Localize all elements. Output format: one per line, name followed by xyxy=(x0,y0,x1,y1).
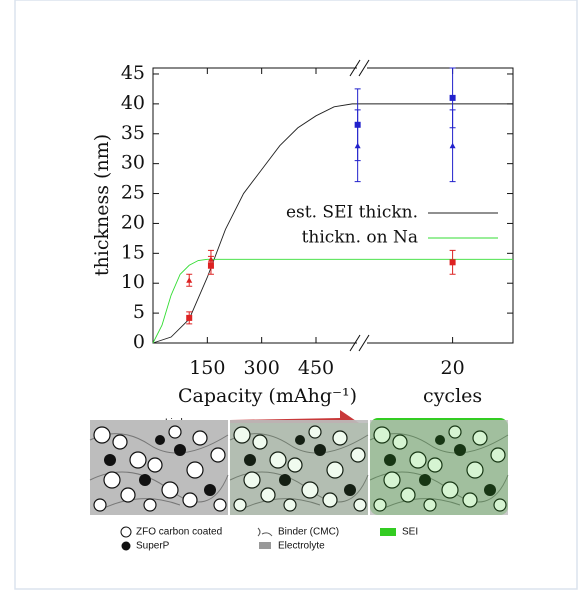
axis-break-gap xyxy=(357,65,367,71)
marker xyxy=(449,259,456,266)
axis-break xyxy=(349,334,361,352)
axis-break xyxy=(358,59,370,77)
panel-full xyxy=(369,418,509,516)
schematic: Li charge ZFO carbon coated SuperP Binde… xyxy=(89,410,509,552)
marker xyxy=(354,142,361,149)
x-tick-label: 20 xyxy=(441,357,465,379)
legend-icon-electrolyte xyxy=(259,542,271,549)
y-tick-label: 15 xyxy=(121,241,145,263)
y-tick-label: 0 xyxy=(133,331,145,353)
marker xyxy=(186,277,193,283)
legend-label: thickn. on Na xyxy=(302,228,418,248)
y-tick-label: 25 xyxy=(121,182,145,204)
legend-text: SuperP xyxy=(136,541,170,552)
legend-bg xyxy=(245,227,507,249)
x-axis-label: cycles xyxy=(423,385,482,407)
y-tick-label: 5 xyxy=(133,301,145,323)
x-tick-label: 300 xyxy=(244,357,280,379)
y-tick-label: 40 xyxy=(121,92,145,114)
x-tick-label: 150 xyxy=(189,357,225,379)
x-axis-label: Capacity (mAhg⁻¹) xyxy=(178,385,357,407)
axis-break xyxy=(349,59,361,77)
y-tick-label: 20 xyxy=(121,211,145,233)
curve xyxy=(152,258,362,344)
marker xyxy=(449,94,456,101)
marker xyxy=(186,314,193,321)
card-frame xyxy=(14,0,578,590)
legend-icon-superp xyxy=(121,541,131,551)
panel-pristine xyxy=(89,419,229,516)
legend-label: est. SEI thickn. xyxy=(286,203,418,223)
legend-icon-sei xyxy=(380,528,396,536)
legend-text: Binder (CMC) xyxy=(278,527,339,538)
legend-text: SEI xyxy=(402,527,418,538)
y-tick-label: 35 xyxy=(121,122,145,144)
legend-icon-binder xyxy=(257,527,273,537)
legend-text: ZFO carbon coated xyxy=(136,527,222,538)
x-tick-label: 450 xyxy=(298,357,334,379)
marker xyxy=(207,256,214,262)
plot-frame xyxy=(152,67,514,344)
y-tick-label: 10 xyxy=(121,271,145,293)
legend-text: Electrolyte xyxy=(278,541,325,552)
legend-bg xyxy=(245,202,507,224)
axis-break-gap xyxy=(357,340,367,346)
y-tick-label: 30 xyxy=(121,152,145,174)
legend-icon-zfo xyxy=(120,526,132,538)
axis-break xyxy=(358,334,370,352)
y-axis-label: thickness (nm) xyxy=(91,134,113,276)
y-tick-label: 45 xyxy=(121,62,145,84)
marker xyxy=(449,142,456,149)
panel-partial xyxy=(229,419,369,516)
